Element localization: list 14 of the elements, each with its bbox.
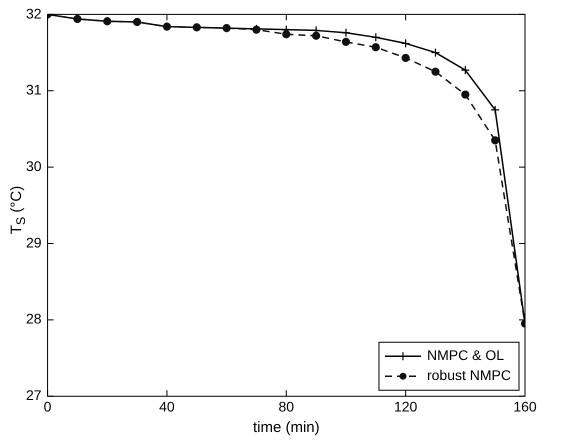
y-tick-label: 30 [26,158,42,174]
x-tick-label: 40 [159,398,175,414]
legend-label: robust NMPC [426,367,512,384]
x-tick-label: 80 [278,398,294,414]
x-tick-label: 160 [513,398,537,414]
y-tick-label: 28 [26,310,42,327]
y-tick-label: 32 [26,5,42,22]
x-tick-label: 120 [394,398,418,414]
y-tick-label: 27 [26,387,42,404]
x-tick-label: 0 [44,398,52,414]
legend-label: NMPC & OL [426,347,504,364]
y-tick-label: 31 [26,82,42,98]
x-axis-title: time (min) [252,419,320,436]
y-tick-label: 29 [26,234,42,250]
